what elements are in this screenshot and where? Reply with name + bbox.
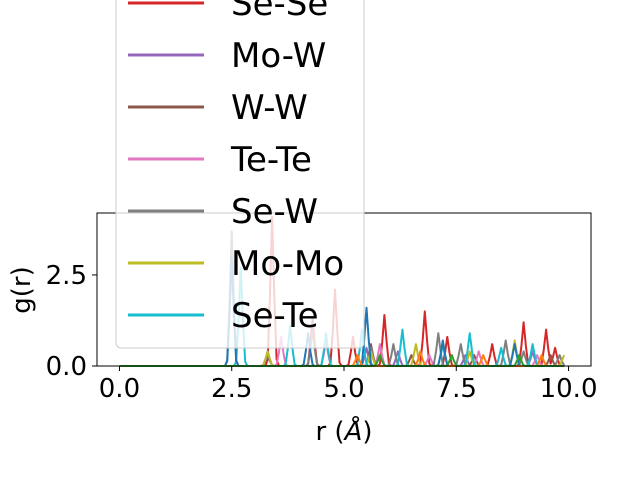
x-tick-label: 5.0 [323,374,364,404]
legend-label: Se-Se [231,0,328,24]
y-tick-label: 2.5 [46,261,87,291]
x-axis-ticks: 0.0 2.5 5.0 7.5 10.0 [99,366,598,404]
legend-label: Te-Te [230,140,312,180]
x-tick-label: 0.0 [99,374,140,404]
x-tick-label: 10.0 [540,374,598,404]
y-tick-label: 0.0 [46,352,87,382]
legend: Se-Se Mo-W W-W Te-Te Se-W Mo-Mo Se-Te [115,0,365,349]
y-axis-label: g(r) [7,266,37,313]
y-axis-ticks: 0.0 2.5 [46,261,97,382]
x-tick-label: 2.5 [211,374,252,404]
legend-label: Se-Te [231,296,319,336]
legend-label: W-W [231,88,308,128]
x-axis-label: r (Å) [315,415,372,447]
legend-label: Mo-Mo [231,244,344,284]
legend-label: Mo-W [231,36,326,76]
legend-box [115,0,365,349]
x-tick-label: 7.5 [436,374,477,404]
legend-label: Se-W [231,192,318,232]
